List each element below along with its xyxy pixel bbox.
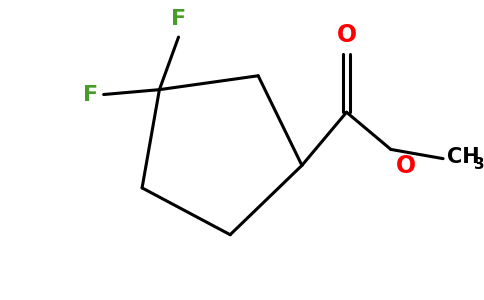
Text: F: F	[83, 85, 98, 104]
Text: O: O	[336, 23, 357, 47]
Text: CH: CH	[447, 147, 480, 167]
Text: F: F	[171, 9, 186, 29]
Text: 3: 3	[474, 157, 484, 172]
Text: O: O	[396, 154, 416, 178]
